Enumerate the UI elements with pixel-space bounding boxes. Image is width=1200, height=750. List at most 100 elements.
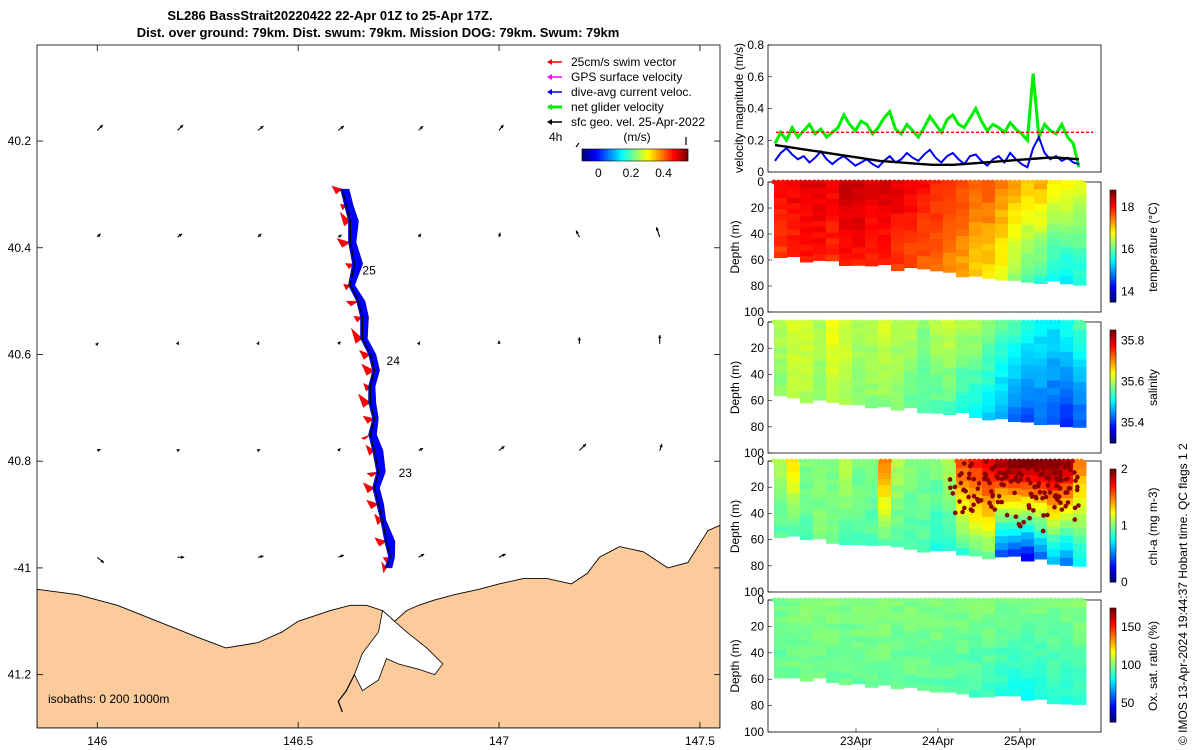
profile-cell: [865, 624, 879, 632]
profile-cell: [1021, 650, 1035, 658]
profile-cell: [943, 207, 957, 215]
profile-cell: [917, 612, 931, 620]
profile-colorbar-cell: [1110, 341, 1116, 345]
surface-sample-dot: [958, 179, 964, 185]
surface-sample-dot: [847, 597, 853, 603]
profile-cell: [813, 333, 827, 340]
profile-cell: [982, 335, 996, 344]
profile-cell: [787, 359, 801, 366]
profile-cell: [904, 492, 918, 500]
profile-cell: [826, 182, 840, 189]
profile-cell: [787, 638, 801, 646]
profile-cell: [904, 461, 918, 468]
profile-cell: [917, 256, 931, 264]
profile-cell: [904, 340, 918, 348]
surface-sample-dot: [940, 319, 946, 325]
chl-high-dot: [1045, 512, 1050, 518]
profile-cell: [800, 533, 814, 541]
profile-colorbar-cell: [1110, 389, 1116, 393]
profile-colorbar-cell: [1110, 713, 1116, 717]
swim-vector: [362, 482, 375, 494]
profile-cell: [878, 328, 892, 335]
profile-colorbar-cell: [1110, 386, 1116, 390]
profile-cell: [774, 633, 788, 640]
profile-cell: [813, 622, 827, 629]
chl-high-dot: [963, 488, 968, 494]
profile-y-tick: 40: [751, 367, 765, 381]
profile-cell: [813, 198, 827, 205]
profile-cell: [839, 666, 853, 674]
surface-sample-dot: [1039, 319, 1044, 325]
surface-sample-dot: [972, 179, 977, 185]
profile-cell: [813, 644, 827, 651]
profile-cell: [1021, 518, 1035, 526]
profile-cell: [1047, 497, 1061, 506]
profile-cell: [1034, 649, 1048, 658]
swim-vector: [339, 211, 351, 227]
profile-colorbar-tick: 18: [1121, 200, 1135, 214]
profile-cell: [943, 685, 957, 693]
profile-colorbar-cell: [1110, 519, 1116, 524]
profile-cell: [1047, 549, 1061, 558]
profile-cell: [774, 235, 788, 242]
profile-cell: [1034, 417, 1048, 426]
surface-sample-dot: [1012, 319, 1018, 325]
profile-cell: [917, 480, 931, 488]
profile-colorbar-cell: [1110, 508, 1116, 512]
profile-cell: [930, 335, 944, 343]
surface-sample-dot: [1061, 179, 1067, 185]
profile-cell: [995, 265, 1009, 274]
chl-high-dot: [957, 472, 963, 478]
profile-colorbar-cell: [1110, 192, 1116, 197]
surface-sample-dot: [1003, 179, 1009, 185]
profile-cell: [995, 508, 1009, 517]
profile-cell: [800, 517, 814, 524]
profile-cell: [800, 397, 814, 404]
profile-cell: [878, 539, 892, 546]
profile-cell: [865, 389, 879, 397]
profile-cell: [1047, 483, 1061, 492]
surface-sample-dot: [838, 179, 844, 185]
profile-cell: [1073, 667, 1087, 676]
profile-colorbar-cell: [1110, 613, 1116, 618]
colorbar-cell: [620, 149, 623, 161]
profile-cell: [774, 531, 788, 538]
profile-cell: [878, 533, 892, 540]
profile-colorbar-cell: [1110, 276, 1116, 281]
profile-cell: [865, 253, 879, 261]
profile-cell: [852, 223, 866, 231]
colorbar-cell: [646, 149, 649, 161]
velocity-y-tick: 0.6: [747, 70, 764, 84]
chl-high-dot: [1064, 490, 1070, 495]
profile-cell: [904, 479, 918, 487]
profile-cell: [956, 215, 970, 224]
profile-cell: [1047, 210, 1061, 218]
profile-cell: [1047, 688, 1061, 697]
surface-sample-dot: [1030, 179, 1035, 185]
profile-cell: [891, 188, 905, 196]
profile-cell: [852, 665, 866, 673]
profile-cell: [774, 203, 788, 210]
chl-high-dot: [1008, 479, 1014, 484]
profile-cell: [800, 327, 814, 335]
profile-colorbar-cell: [1110, 579, 1116, 583]
profile-cell: [969, 515, 983, 523]
profile-cell: [1008, 647, 1022, 656]
profile-cell: [813, 488, 827, 495]
profile-colorbar-cell: [1110, 650, 1116, 655]
profile-cell: [917, 206, 931, 214]
profile-cell: [1047, 622, 1061, 631]
profile-cell: [904, 631, 918, 638]
profile-cell: [1008, 400, 1022, 408]
surface-sample-dot: [771, 458, 777, 464]
profile-cell: [852, 187, 866, 195]
profile-cell: [865, 328, 879, 335]
profile-cell: [904, 364, 918, 372]
profile-cell: [813, 616, 827, 623]
profile-cell: [1034, 677, 1048, 686]
surface-sample-dot: [976, 458, 982, 464]
profile-cell: [787, 338, 801, 345]
profile-colorbar-cell: [1110, 548, 1116, 552]
profile-cell: [826, 605, 840, 613]
profile-cell: [969, 335, 983, 344]
